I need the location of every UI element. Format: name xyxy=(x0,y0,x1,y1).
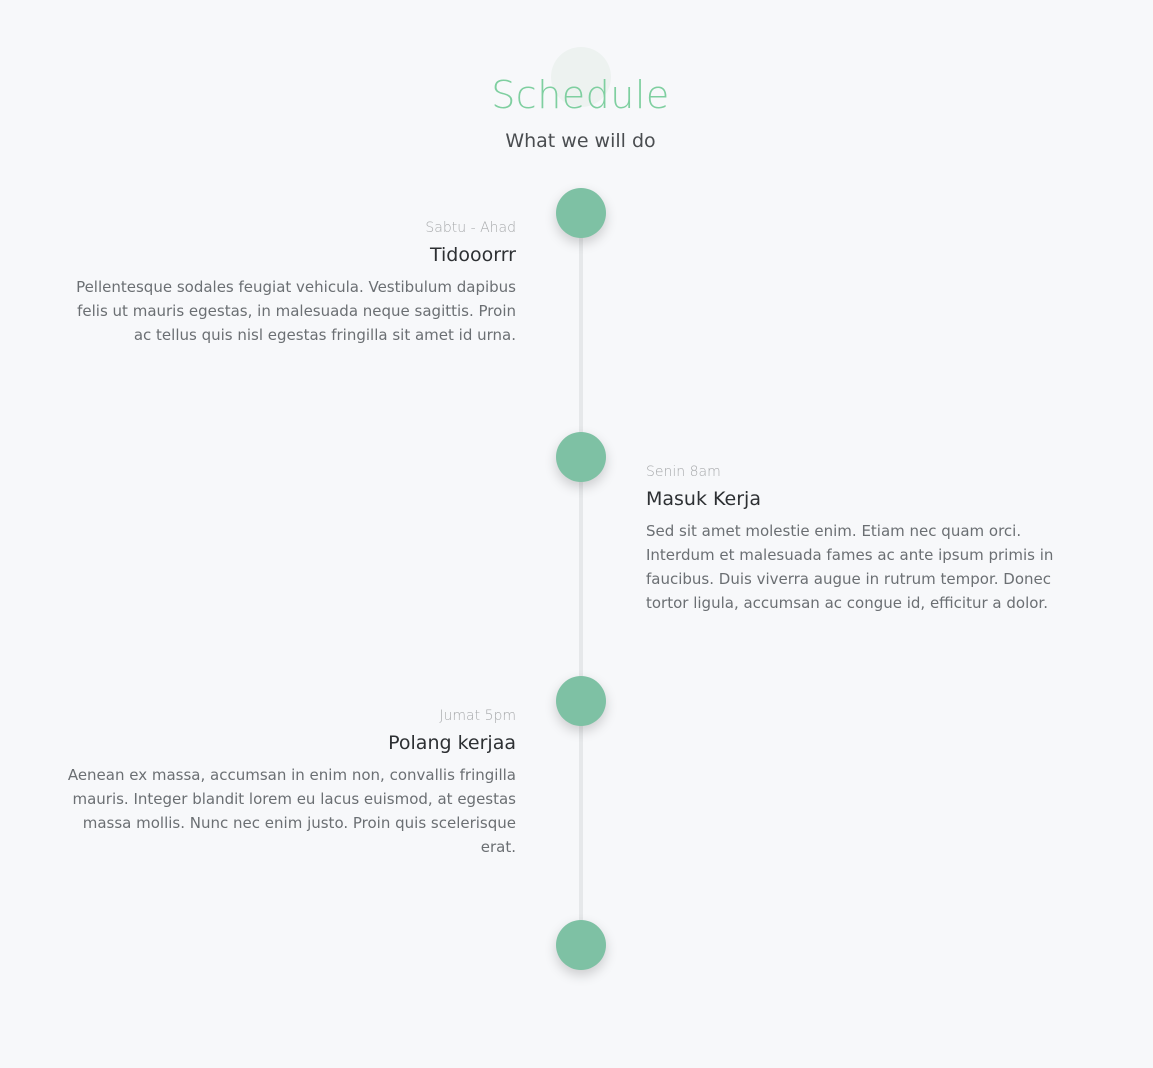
event-title: Tidooorrr xyxy=(429,244,516,266)
timeline-item-2: Senin 8am Masuk Kerja Sed sit amet moles… xyxy=(646,463,1086,615)
timeline-line xyxy=(579,213,583,945)
event-time: Sabtu - Ahad xyxy=(425,220,516,236)
event-time: Jumat 5pm xyxy=(439,708,516,724)
timeline-dot-1 xyxy=(556,188,606,238)
page-subtitle: What we will do xyxy=(505,130,656,152)
decorative-circle xyxy=(551,47,611,107)
event-time: Senin 8am xyxy=(646,464,721,480)
event-description: Sed sit amet molestie enim. Etiam nec qu… xyxy=(646,522,1054,612)
timeline-dot-end xyxy=(556,920,606,970)
event-description: Pellentesque sodales feugiat vehicula. V… xyxy=(76,278,516,344)
timeline-dot-2 xyxy=(556,432,606,482)
timeline-item-3: Jumat 5pm Polang kerjaa Aenean ex massa,… xyxy=(66,707,516,859)
section-header: Schedule What we will do xyxy=(0,0,1153,170)
page-title: Schedule xyxy=(491,73,670,117)
timeline-dot-3 xyxy=(556,676,606,726)
timeline-item-1: Sabtu - Ahad Tidooorrr Pellentesque soda… xyxy=(66,219,516,347)
event-title: Masuk Kerja xyxy=(646,488,761,510)
event-title: Polang kerjaa xyxy=(388,732,516,754)
event-description: Aenean ex massa, accumsan in enim non, c… xyxy=(67,766,516,856)
